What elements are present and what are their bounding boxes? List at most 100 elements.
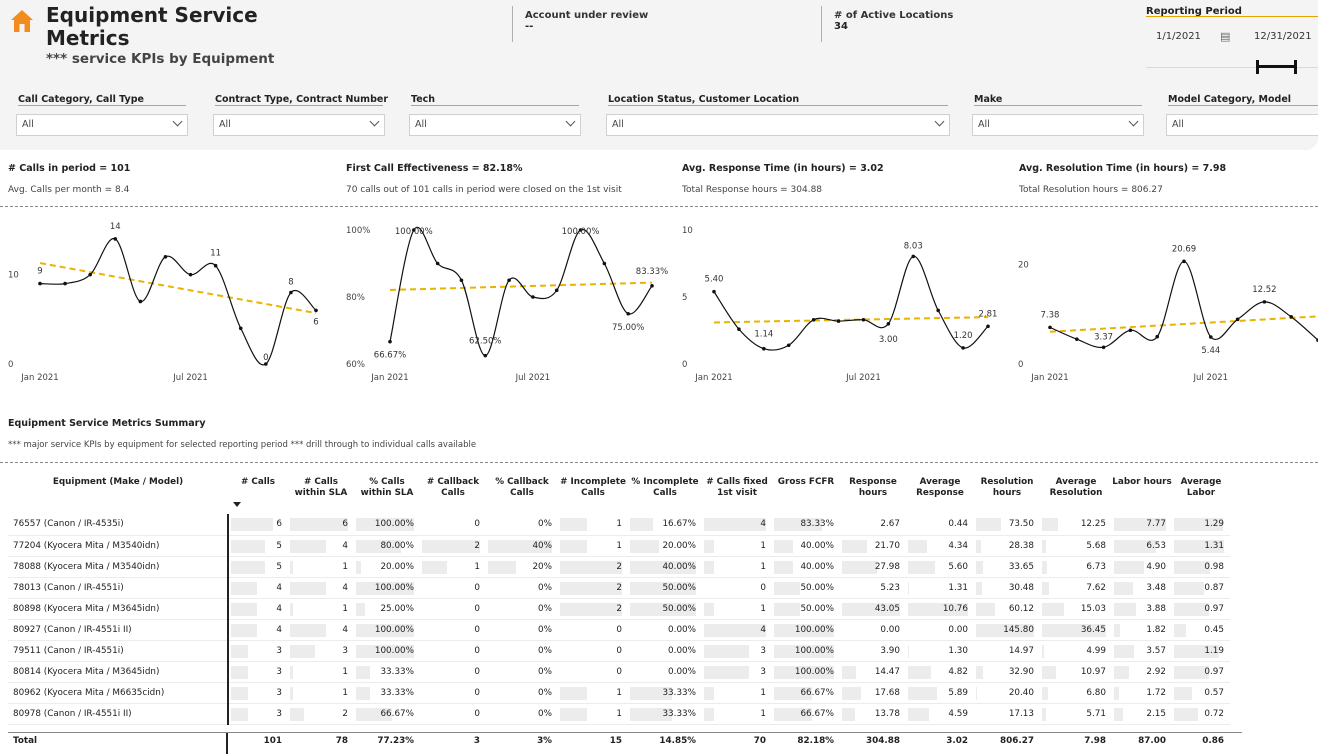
- value-cell: 0: [420, 640, 486, 662]
- table-row[interactable]: 80927 (Canon / IR-4551i II) 4 4 100.00% 0 0% 0…: [8, 619, 1230, 641]
- filter-dropdown-contract-type[interactable]: All: [213, 114, 385, 136]
- total-value: 78: [335, 736, 348, 746]
- data-label: 2.81: [979, 309, 998, 319]
- calendar-icon[interactable]: ▤: [1220, 30, 1231, 43]
- x-tick-label: Jul 2021: [515, 373, 551, 383]
- column-header[interactable]: Average Resolution: [1049, 477, 1103, 498]
- data-point: [1235, 317, 1240, 322]
- cell-data-bar: [1114, 581, 1133, 595]
- cell-data-bar: [704, 539, 714, 553]
- column-header[interactable]: # Incomplete Calls: [560, 477, 626, 498]
- filter-label-location: Location Status, Customer Location: [608, 94, 800, 105]
- data-point: [861, 317, 866, 322]
- cell-value: 20.00%: [380, 561, 414, 572]
- filter-underline: [411, 105, 579, 106]
- cell-value: 15.03: [1080, 603, 1106, 614]
- cell-data-bar: [231, 602, 257, 616]
- date-slider-range[interactable]: [1258, 65, 1294, 68]
- chevron-down-icon: [1128, 116, 1139, 127]
- value-cell: 7.77: [1112, 514, 1172, 536]
- column-header[interactable]: # Calls: [240, 477, 276, 487]
- value-cell: 3: [288, 640, 354, 662]
- summary-subtitle: *** major service KPIs by equipment for …: [8, 440, 477, 450]
- column-header[interactable]: # Callback Calls: [426, 477, 480, 498]
- column-header[interactable]: Response hours: [849, 477, 897, 498]
- column-header[interactable]: % Incomplete Calls: [631, 477, 699, 498]
- end-date-input[interactable]: 12/31/2021: [1244, 26, 1318, 48]
- cell-data-bar: [976, 623, 1034, 637]
- data-point: [238, 326, 243, 331]
- sort-descending-icon[interactable]: [233, 502, 241, 507]
- slider-handle-start[interactable]: [1256, 60, 1259, 74]
- filter-dropdown-tech[interactable]: All: [409, 114, 581, 136]
- column-header[interactable]: Equipment (Make / Model): [52, 477, 184, 487]
- cell-data-bar: [704, 644, 749, 658]
- cell-value: 1: [616, 687, 622, 698]
- cell-value: 1: [760, 540, 766, 551]
- start-date-value: 1/1/2021: [1156, 31, 1201, 42]
- value-cell: 0: [420, 682, 486, 704]
- cell-value: 40.00%: [800, 540, 834, 551]
- table-row[interactable]: 79511 (Canon / IR-4551i) 3 3 100.00% 0 0% 0 0.0…: [8, 640, 1230, 662]
- column-header[interactable]: Resolution hours: [980, 477, 1034, 498]
- total-value: 3: [473, 736, 480, 746]
- column-header[interactable]: # Calls within SLA: [294, 477, 348, 498]
- value-cell: 36.45: [1040, 619, 1112, 641]
- table-row[interactable]: 78088 (Kyocera Mita / M3540idn) 5 1 20.00% 1…: [8, 556, 1230, 578]
- table-row[interactable]: 80898 (Kyocera Mita / M3645idn) 4 1 25.00% 0…: [8, 598, 1230, 620]
- value-cell: 1: [702, 598, 772, 620]
- cell-data-bar: [231, 623, 257, 637]
- chevron-down-icon: [565, 116, 576, 127]
- table-row[interactable]: 76557 (Canon / IR-4535i) 6 6 100.00% 0 0% 1 16.…: [8, 514, 1230, 536]
- cell-data-bar: [976, 665, 984, 679]
- cell-value: 3.57: [1146, 645, 1166, 656]
- data-label: 11: [210, 249, 221, 259]
- column-header[interactable]: Gross FCFR: [777, 477, 835, 487]
- filter-dropdown-call-category[interactable]: All: [16, 114, 188, 136]
- cell-value: 4: [760, 624, 766, 635]
- cell-value: 0.97: [1204, 666, 1224, 677]
- chart-resolution-trend: 0 20 Jan 2021 Jul 2021 7.38 3.37 20.69 5.44 12.5…: [1018, 244, 1318, 383]
- slider-handle-end[interactable]: [1294, 60, 1297, 74]
- table-row[interactable]: 78013 (Canon / IR-4551i) 4 4 100.00% 0 0% 2 50.…: [8, 577, 1230, 599]
- cell-value: 3: [276, 645, 282, 656]
- cell-value: 17.13: [1008, 708, 1034, 719]
- column-header[interactable]: Average Response: [916, 477, 964, 498]
- filter-dropdown-location[interactable]: All: [606, 114, 950, 136]
- date-slider-track[interactable]: [1146, 67, 1318, 68]
- kpi-title-resolution: Avg. Resolution Time (in hours) = 7.98: [1019, 163, 1227, 174]
- cell-data-bar: [290, 539, 327, 553]
- value-cell: 1.30: [906, 640, 974, 662]
- data-point: [1101, 345, 1106, 350]
- filter-dropdown-make[interactable]: All: [972, 114, 1144, 136]
- value-cell: 100.00%: [354, 619, 420, 641]
- start-date-input[interactable]: 1/1/2021 ▤: [1146, 26, 1238, 48]
- filter-dropdown-model[interactable]: All: [1166, 114, 1318, 136]
- cell-value: 40%: [532, 540, 552, 551]
- cell-data-bar: [231, 686, 249, 700]
- cell-data-bar: [356, 644, 414, 658]
- filter-underline: [608, 105, 948, 106]
- column-header[interactable]: % Callback Calls: [495, 477, 549, 498]
- data-point: [602, 261, 607, 266]
- table-row[interactable]: 80978 (Canon / IR-4551i II) 3 2 66.67% 0 0% 1 3…: [8, 703, 1230, 725]
- cell-value: 36.45: [1080, 624, 1106, 635]
- filter-value: All: [612, 119, 624, 130]
- y-tick-label: 60%: [346, 360, 365, 370]
- column-header[interactable]: Labor hours: [1112, 477, 1172, 487]
- column-header[interactable]: Average Labor: [1180, 477, 1222, 498]
- table-row[interactable]: 77204 (Kyocera Mita / M3540idn) 5 4 80.00% 2…: [8, 535, 1230, 557]
- value-cell: 2.15: [1112, 703, 1172, 725]
- table-row[interactable]: 80814 (Kyocera Mita / M3645idn) 3 1 33.33% 0…: [8, 661, 1230, 683]
- table-row[interactable]: 80962 (Kyocera Mita / M6635cidn) 3 1 33.33%…: [8, 682, 1230, 704]
- cell-data-bar: [774, 581, 800, 595]
- cell-value: 20.00%: [662, 540, 696, 551]
- cell-value: 4: [276, 624, 282, 635]
- column-header[interactable]: % Calls within SLA: [360, 477, 414, 498]
- column-header[interactable]: # Calls fixed 1st visit: [706, 477, 768, 498]
- cell-value: 25.00%: [380, 603, 414, 614]
- cell-value: 1.82: [1146, 624, 1166, 635]
- cell-value: 2: [616, 603, 622, 614]
- cell-data-bar: [356, 539, 401, 553]
- filter-value: All: [1172, 119, 1184, 130]
